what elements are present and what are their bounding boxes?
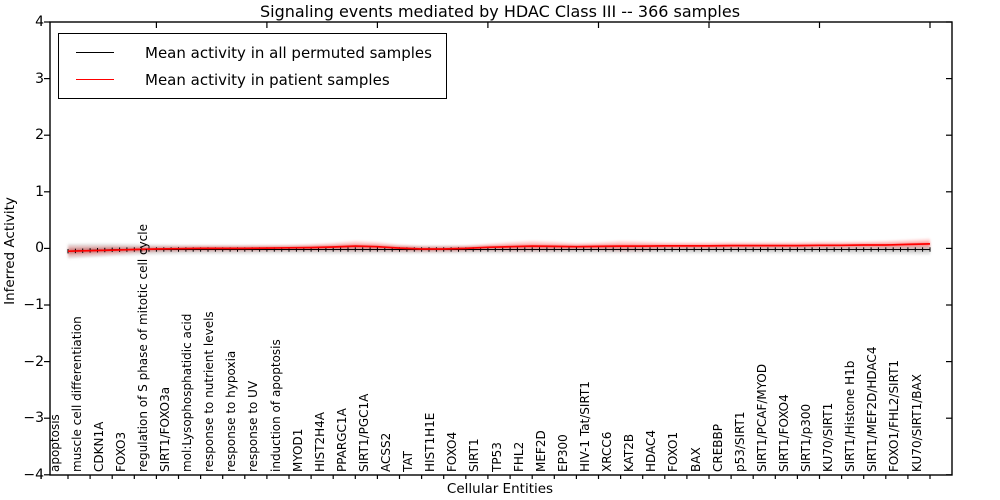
y-tick-label: 3 (35, 70, 44, 87)
y-tick-label: −4 (23, 466, 44, 483)
x-tick-label: CDKN1A (91, 421, 106, 472)
x-tick-label: KAT2B (622, 433, 637, 472)
legend-item-patient: Mean activity in patient samples (59, 66, 432, 93)
x-tick-label: CREBBP (710, 424, 725, 472)
x-tick-label: SIRT1/FOXO3a (158, 386, 172, 472)
patient-mean-line (67, 243, 931, 253)
permuted-line-swatch-icon (76, 52, 114, 53)
x-tick-label: HIST2H4A (312, 411, 327, 472)
y-tick-label: 2 (35, 127, 44, 144)
y-tick-label: 4 (35, 14, 44, 30)
y-tick-label: 0 (35, 240, 44, 257)
x-tick-label: muscle cell differentiation (69, 316, 84, 472)
x-tick-label: SIRT1/FOXO4 (776, 394, 791, 472)
x-tick-label: FOXO1/FHL2/SIRT1 (887, 359, 902, 472)
legend: Mean activity in all permuted samples Me… (58, 33, 447, 99)
x-tick-label: BAX (688, 447, 703, 472)
legend-item-permuted: Mean activity in all permuted samples (59, 39, 432, 66)
x-tick-label: FOXO1 (666, 431, 681, 472)
x-tick-label: induction of apoptosis (268, 339, 283, 472)
y-tick-label: 1 (35, 183, 44, 200)
x-tick-label: SIRT1 (467, 438, 482, 472)
x-tick-label: MYOD1 (290, 428, 305, 472)
x-tick-label: PPARGC1A (334, 408, 349, 472)
x-tick-label: response to nutrient levels (202, 311, 217, 472)
x-tick-label: SIRT1/PGC1A (356, 393, 371, 472)
x-tick-label: XRCC6 (600, 431, 615, 472)
x-tick-label: p53/SIRT1 (732, 411, 747, 472)
x-tick-label: KU70/SIRT1/BAX (909, 374, 924, 472)
permuted-line-markers (67, 247, 931, 254)
y-tick-label: −3 (23, 410, 44, 427)
x-tick-label: ACSS2 (379, 432, 393, 472)
legend-label-permuted: Mean activity in all permuted samples (145, 43, 432, 62)
x-tick-label: HIST1H1E (423, 412, 438, 472)
x-tick-label: response to UV (246, 380, 261, 472)
x-axis-label: Cellular Entities (446, 481, 554, 497)
x-tick-label: response to hypoxia (224, 350, 239, 472)
x-tick-label: SIRT1/p300 (799, 403, 813, 472)
patient-line-swatch-icon (76, 79, 114, 80)
chart-title: Signaling events mediated by HDAC Class … (259, 2, 741, 21)
x-tick-label: FOXO4 (445, 431, 460, 472)
x-tick-label: HIV-1 Tat/SIRT1 (578, 381, 592, 472)
y-tick-label: −1 (23, 297, 44, 313)
y-tick-label: −2 (23, 353, 44, 370)
x-tick-label: FHL2 (511, 441, 526, 472)
x-tick-label: KU70/SIRT1 (821, 402, 836, 472)
x-tick-label: EP300 (555, 434, 570, 472)
x-tick-label: TAT (401, 450, 416, 472)
x-tick-label: TP53 (489, 442, 504, 472)
x-tick-label: SIRT1/Histone H1b (843, 360, 858, 472)
permuted-mean-line (67, 248, 930, 252)
x-tick-label: MEF2D (533, 430, 548, 472)
x-tick-label: mol:Lysophosphatidic acid (180, 313, 195, 472)
x-tick-label: regulation of S phase of mitotic cell cy… (135, 224, 150, 472)
x-tick-label: apoptosis (47, 414, 62, 472)
x-tick-label: HDAC4 (644, 429, 659, 472)
x-tick-label: SIRT1/MEF2D/HDAC4 (865, 346, 880, 472)
x-tick-label: SIRT1/PCAF/MYOD (754, 363, 769, 472)
x-tick-label: FOXO3 (113, 431, 128, 472)
axis-ticks (44, 21, 952, 479)
legend-label-patient: Mean activity in patient samples (145, 70, 390, 89)
